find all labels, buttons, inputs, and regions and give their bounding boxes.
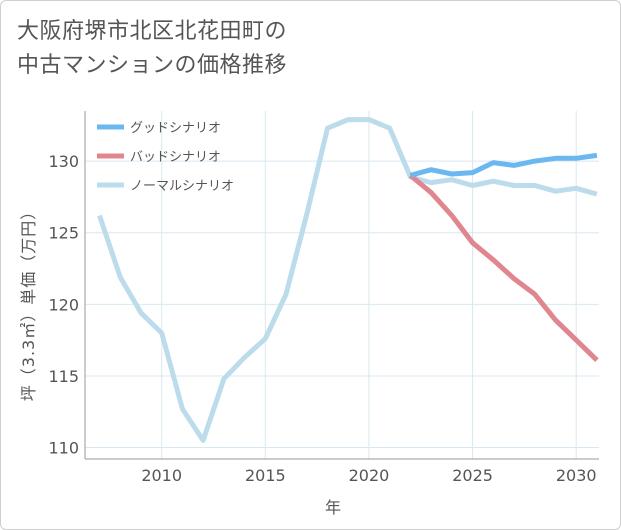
legend-label-0: グッドシナリオ bbox=[130, 121, 221, 136]
y-tick-label: 130 bbox=[48, 152, 79, 171]
y-axis-label: 坪（3.3㎡）単価（万円） bbox=[19, 203, 38, 401]
y-tick-label: 125 bbox=[48, 224, 79, 243]
x-tick-label: 2010 bbox=[141, 466, 182, 485]
x-tick-label: 2025 bbox=[452, 466, 493, 485]
x-tick-label: 2020 bbox=[349, 466, 390, 485]
y-tick-label: 120 bbox=[48, 295, 79, 314]
chart-title-line2: 中古マンションの価格推移 bbox=[17, 53, 288, 78]
chart-title: 大阪府堺市北区北花田町の 中古マンションの価格推移 bbox=[17, 15, 287, 83]
legend-label-2: ノーマルシナリオ bbox=[130, 179, 234, 194]
x-axis-label: 年 bbox=[325, 498, 341, 517]
legend-label-1: バッドシナリオ bbox=[130, 150, 221, 165]
series-line-2 bbox=[97, 117, 598, 443]
x-tick-label: 2030 bbox=[556, 466, 597, 485]
y-tick-label: 110 bbox=[48, 439, 79, 458]
series-lines bbox=[97, 117, 599, 443]
chart-title-line1: 大阪府堺市北区北花田町の bbox=[17, 19, 288, 44]
y-tick-label: 115 bbox=[48, 367, 79, 386]
series-line-0 bbox=[409, 152, 598, 178]
series-line-1 bbox=[408, 173, 599, 362]
tick-labels: 110 115 120 125 130 2010 2015 2020 2025 2030 bbox=[48, 152, 596, 485]
grid-lines bbox=[84, 111, 599, 460]
x-tick-label: 2015 bbox=[245, 466, 286, 485]
